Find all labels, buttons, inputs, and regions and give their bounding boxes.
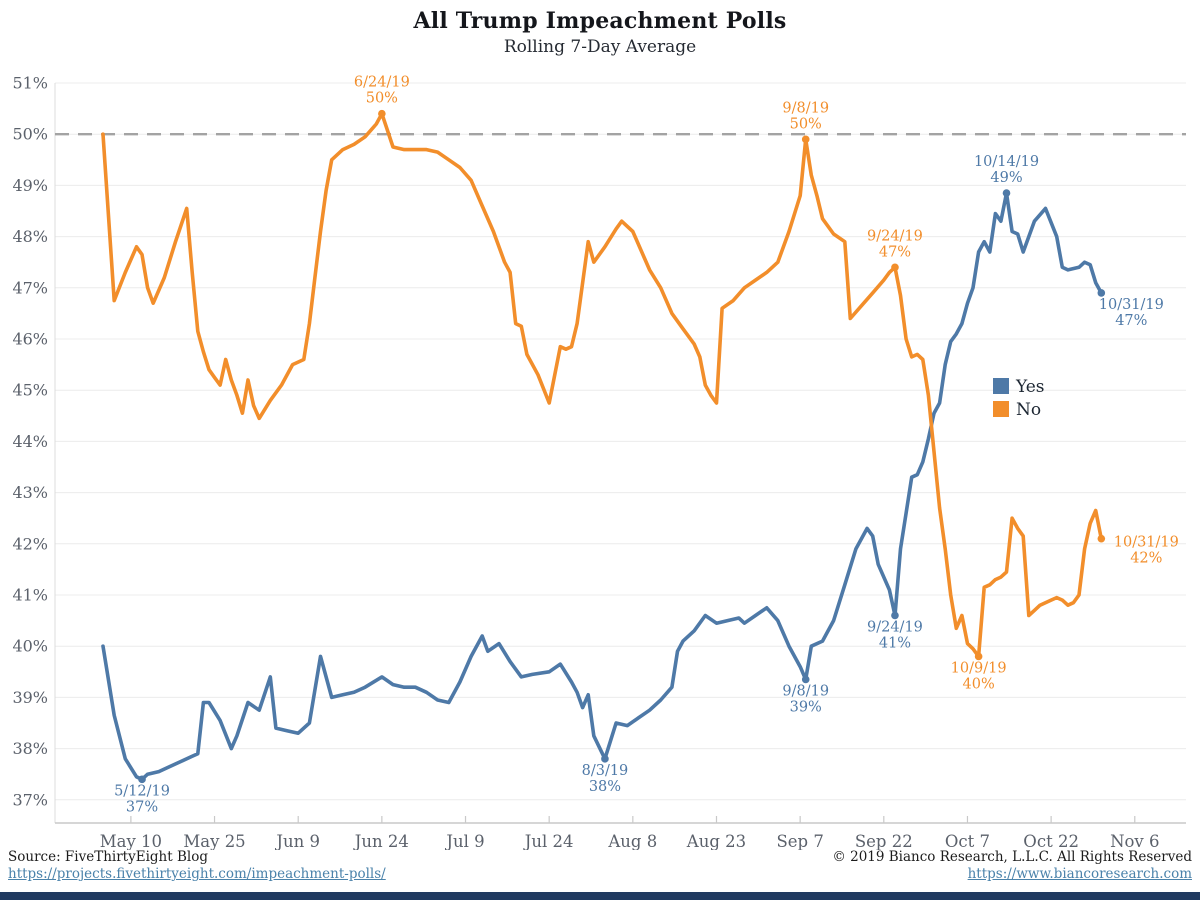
y-axis-label: 46% [12, 330, 48, 349]
y-axis-label: 48% [12, 227, 48, 246]
annotation-value-label: 38% [589, 779, 621, 795]
annotation-value-label: 47% [1115, 313, 1147, 329]
yes-line [101, 191, 1104, 782]
annotation-dot [891, 263, 899, 272]
annotation-date-label: 9/24/19 [867, 228, 923, 244]
legend-label-no: No [1016, 400, 1041, 420]
legend-swatch-yes [993, 378, 1009, 394]
chart-title: All Trump Impeachment Polls [413, 8, 787, 34]
annotation-date-label: 5/12/19 [114, 783, 170, 799]
annotation-value-label: 47% [879, 244, 911, 260]
annotation-dot [1097, 289, 1106, 297]
annotation-value-label: 37% [126, 799, 158, 815]
annotation-date-label: 6/24/19 [354, 75, 410, 91]
legend-label-yes: Yes [1015, 377, 1045, 397]
annotation-date-label: 9/24/19 [867, 619, 923, 635]
x-axis-label: Nov 6 [1110, 832, 1159, 850]
y-axis-label: 40% [12, 637, 48, 656]
annotation-date-label: 10/14/19 [974, 154, 1039, 170]
y-axis-label: 39% [12, 688, 48, 707]
annotation-date-label: 10/9/19 [951, 660, 1007, 676]
x-axis-label: Oct 22 [1023, 832, 1079, 850]
y-axis-label: 38% [12, 739, 48, 758]
y-axis-label: 42% [12, 534, 48, 553]
annotation-dot [974, 652, 983, 661]
chart-subtitle: Rolling 7-Day Average [503, 37, 697, 57]
x-axis-label: Sep 22 [855, 832, 913, 850]
annotation-value-label: 42% [1130, 551, 1162, 567]
impeachment-poll-chart: 37% 38% 39% 40% 41% 42% 43% 44% 45% 46% 47% 48% 49% 5… [12, 74, 1186, 850]
y-axis-label: 41% [12, 586, 48, 605]
y-axis-label: 43% [12, 483, 48, 502]
x-axis-label: May 10 [100, 832, 162, 850]
bottom-accent-bar [0, 892, 1200, 900]
y-axis-label: 44% [12, 432, 48, 451]
legend-swatch-no [993, 401, 1009, 417]
footer-copyright: © 2019 Bianco Research, L.L.C. All Right… [832, 849, 1192, 884]
annotation-dot [378, 109, 386, 118]
annotation-dot [891, 611, 899, 620]
chart-header: All Trump Impeachment Polls Rolling 7-Da… [0, 8, 1200, 57]
copyright-text: © 2019 Bianco Research, L.L.C. All Right… [832, 848, 1192, 865]
x-axis-label: Aug 23 [686, 832, 746, 850]
annotation-dot [601, 755, 609, 763]
annotation-date-label: 9/8/19 [782, 100, 829, 116]
x-axis-label: Jul 9 [444, 832, 484, 850]
annotation-value-label: 49% [990, 170, 1022, 186]
x-axis-label: Oct 7 [945, 832, 990, 850]
x-axis-label: May 25 [183, 832, 245, 850]
annotation-date-label: 10/31/19 [1114, 535, 1179, 551]
annotation-value-label: 50% [790, 116, 822, 132]
source-text: Source: FiveThirtyEight Blog [8, 848, 208, 865]
annotation-dot [801, 135, 810, 144]
site-link[interactable]: https://www.biancoresearch.com [967, 866, 1192, 883]
annotation-date-label: 9/8/19 [782, 683, 829, 699]
annotation-value-label: 40% [963, 676, 995, 692]
annotation-value-label: 39% [790, 699, 822, 715]
annotation-value-label: 50% [366, 91, 398, 107]
x-axis-label: Aug 8 [607, 832, 657, 850]
y-axis-label: 47% [12, 278, 48, 297]
annotation-dot [1097, 534, 1106, 543]
x-axis-label: Jun 24 [353, 832, 409, 850]
y-axis-label: 37% [12, 790, 48, 809]
y-axis-label: 45% [12, 381, 48, 400]
annotation-dot [138, 775, 146, 784]
no-line [101, 111, 1104, 659]
x-axis-label: Sep 7 [776, 832, 823, 850]
source-link[interactable]: https://projects.fivethirtyeight.com/imp… [8, 866, 386, 883]
annotation-dot [1002, 189, 1011, 197]
annotation-dot [801, 675, 810, 684]
annotation-value-label: 41% [879, 635, 911, 651]
annotation-date-label: 8/3/19 [582, 763, 629, 779]
x-axis-label: Jul 24 [523, 832, 574, 850]
x-axis-label: Jun 9 [274, 832, 320, 850]
y-axis-label: 51% [12, 74, 48, 93]
footer-source: Source: FiveThirtyEight Blog https://pro… [8, 849, 386, 884]
y-axis-label: 49% [12, 176, 48, 195]
annotation-date-label: 10/31/19 [1099, 297, 1164, 313]
y-axis-label: 50% [12, 125, 48, 144]
